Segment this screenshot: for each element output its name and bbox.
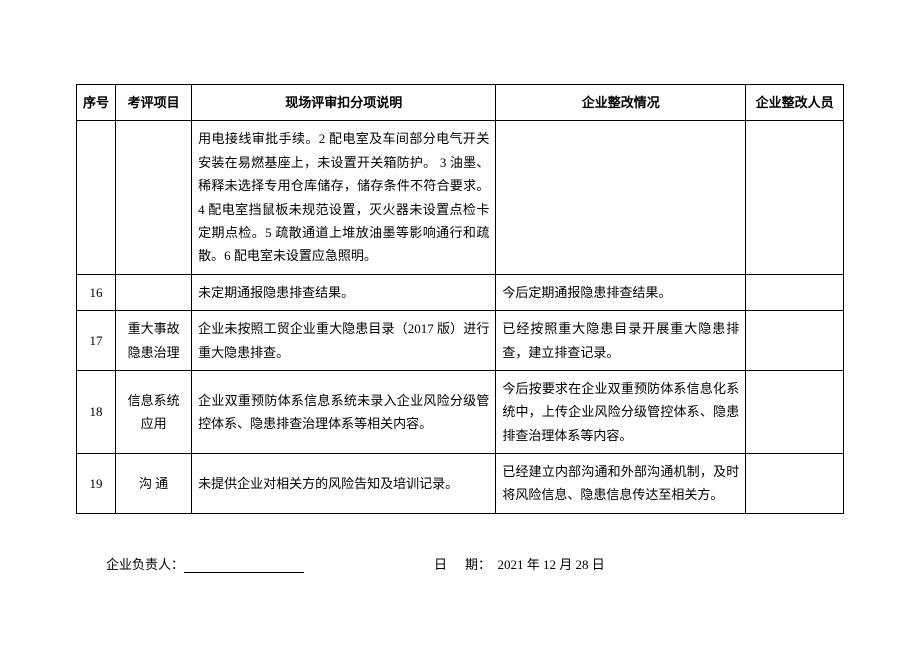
cell-item [116,121,192,274]
cell-person [746,454,844,514]
audit-table: 序号 考评项目 现场评审扣分项说明 企业整改情况 企业整改人员 用电接线审批手续… [76,84,844,514]
cell-seq: 17 [77,311,116,371]
signer-label: 企业负责人： [106,557,184,572]
cell-person [746,274,844,310]
header-person: 企业整改人员 [746,85,844,121]
signer-block: 企业负责人： [106,554,304,573]
cell-item: 沟 通 [116,454,192,514]
date-block: 日期： 2021 年 12 月 28 日 [434,554,605,573]
cell-desc: 用电接线审批手续。2 配电室及车间部分电气开关安装在易燃基座上，未设置开关箱防护… [192,121,496,274]
cell-item: 信息系统应用 [116,370,192,453]
cell-item: 重大事故隐患治理 [116,311,192,371]
cell-seq: 16 [77,274,116,310]
cell-rect: 今后按要求在企业双重预防体系信息化系统中，上传企业风险分级管控体系、隐患排查治理… [496,370,746,453]
cell-person [746,121,844,274]
cell-seq: 18 [77,370,116,453]
header-rect: 企业整改情况 [496,85,746,121]
cell-person [746,311,844,371]
date-value: 2021 年 12 月 28 日 [498,557,605,572]
cell-desc: 企业双重预防体系信息系统未录入企业风险分级管控体系、隐患排查治理体系等相关内容。 [192,370,496,453]
table-row: 16 未定期通报隐患排查结果。 今后定期通报隐患排查结果。 [77,274,844,310]
signature-line [184,572,304,573]
cell-desc: 未提供企业对相关方的风险告知及培训记录。 [192,454,496,514]
cell-seq [77,121,116,274]
table-row: 18 信息系统应用 企业双重预防体系信息系统未录入企业风险分级管控体系、隐患排查… [77,370,844,453]
cell-desc: 未定期通报隐患排查结果。 [192,274,496,310]
cell-rect: 今后定期通报隐患排查结果。 [496,274,746,310]
cell-item [116,274,192,310]
cell-person [746,370,844,453]
cell-rect: 已经建立内部沟通和外部沟通机制，及时将风险信息、隐患信息传达至相关方。 [496,454,746,514]
table-row: 17 重大事故隐患治理 企业未按照工贸企业重大隐患目录（2017 版）进行重大隐… [77,311,844,371]
cell-rect [496,121,746,274]
cell-seq: 19 [77,454,116,514]
date-label-suffix: 期： [465,557,498,572]
footer: 企业负责人： 日期： 2021 年 12 月 28 日 [76,554,844,573]
table-row: 19 沟 通 未提供企业对相关方的风险告知及培训记录。 已经建立内部沟通和外部沟… [77,454,844,514]
cell-rect: 已经按照重大隐患目录开展重大隐患排查，建立排查记录。 [496,311,746,371]
header-item: 考评项目 [116,85,192,121]
cell-desc: 企业未按照工贸企业重大隐患目录（2017 版）进行重大隐患排查。 [192,311,496,371]
header-seq: 序号 [77,85,116,121]
table-header-row: 序号 考评项目 现场评审扣分项说明 企业整改情况 企业整改人员 [77,85,844,121]
date-label: 日 [434,557,465,572]
table-row: 用电接线审批手续。2 配电室及车间部分电气开关安装在易燃基座上，未设置开关箱防护… [77,121,844,274]
header-desc: 现场评审扣分项说明 [192,85,496,121]
